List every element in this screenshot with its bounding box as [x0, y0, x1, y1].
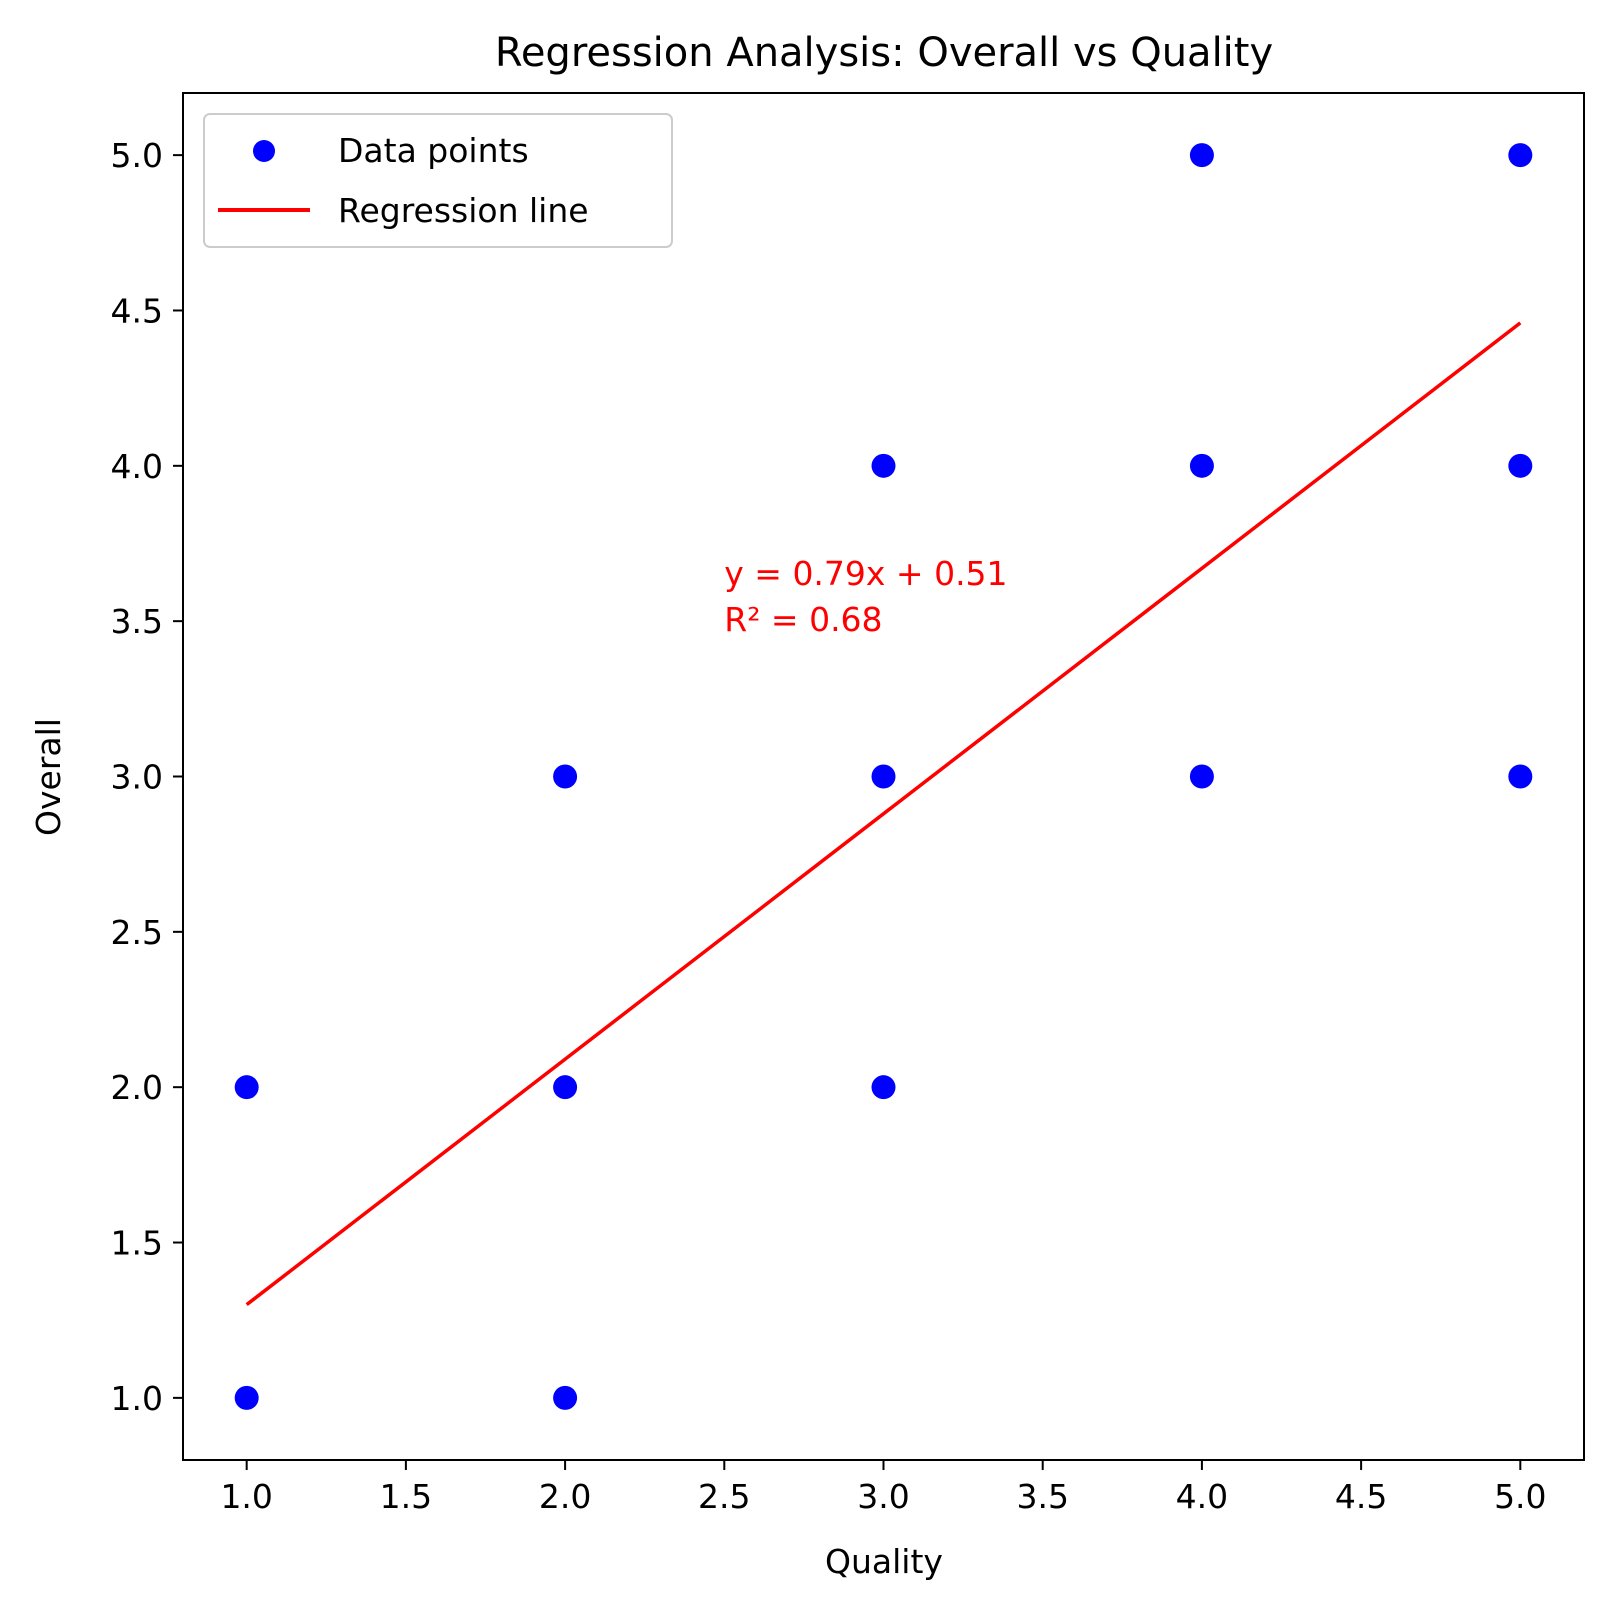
legend-label-data-points: Data points: [338, 131, 529, 170]
y-tick-label: 2.0: [111, 1068, 163, 1107]
y-tick-label: 2.5: [111, 913, 163, 952]
regression-annotation: y = 0.79x + 0.51 R² = 0.68: [724, 554, 1007, 639]
chart-title: Regression Analysis: Overall vs Quality: [495, 30, 1273, 76]
y-tick-label: 3.0: [111, 758, 163, 797]
x-tick-label: 4.5: [1335, 1477, 1387, 1516]
x-axis-label: Quality: [825, 1542, 943, 1581]
x-tick-label: 2.5: [698, 1477, 750, 1516]
x-tick-label: 1.0: [220, 1477, 272, 1516]
y-tick-label: 5.0: [111, 136, 163, 175]
x-axis-ticks: 1.0 1.5 2.0 2.5 3.0 3.5 4.0 4.5 5.0: [220, 1460, 1547, 1516]
x-tick-label: 3.5: [1016, 1477, 1068, 1516]
data-point: [553, 1075, 578, 1100]
legend-box: [203, 113, 673, 248]
y-axis-ticks: 1.0 1.5 2.0 2.5 3.0 3.5 4.0 4.5 5.0: [111, 136, 183, 1418]
data-point: [1508, 453, 1533, 478]
data-point: [234, 1075, 259, 1100]
legend: Data points Regression line: [203, 113, 673, 248]
data-point: [871, 764, 896, 789]
x-tick-label: 1.5: [380, 1477, 432, 1516]
y-axis-label: Overall: [29, 718, 68, 836]
legend-label-regression-line: Regression line: [338, 191, 589, 230]
y-tick-label: 1.0: [111, 1379, 163, 1418]
data-point: [1189, 764, 1214, 789]
data-point: [1508, 764, 1533, 789]
y-tick-label: 4.5: [111, 291, 163, 330]
x-tick-label: 5.0: [1494, 1477, 1546, 1516]
annotation-line: y = 0.79x + 0.51: [724, 554, 1007, 593]
data-point: [234, 1385, 259, 1410]
x-tick-label: 2.0: [539, 1477, 591, 1516]
data-point: [1508, 143, 1533, 168]
data-point: [871, 453, 896, 478]
x-tick-label: 4.0: [1176, 1477, 1228, 1516]
regression-line: [245, 321, 1522, 1307]
plot-marks: [234, 143, 1533, 1410]
y-tick-label: 1.5: [111, 1224, 163, 1263]
legend-scatter-marker: [253, 140, 275, 162]
y-tick-label: 3.5: [111, 602, 163, 641]
x-tick-label: 3.0: [857, 1477, 909, 1516]
data-point: [553, 764, 578, 789]
data-point: [1189, 143, 1214, 168]
data-point: [1189, 453, 1214, 478]
data-point: [871, 1075, 896, 1100]
y-tick-label: 4.0: [111, 447, 163, 486]
data-point: [553, 1385, 578, 1410]
annotation-line: R² = 0.68: [724, 600, 882, 639]
